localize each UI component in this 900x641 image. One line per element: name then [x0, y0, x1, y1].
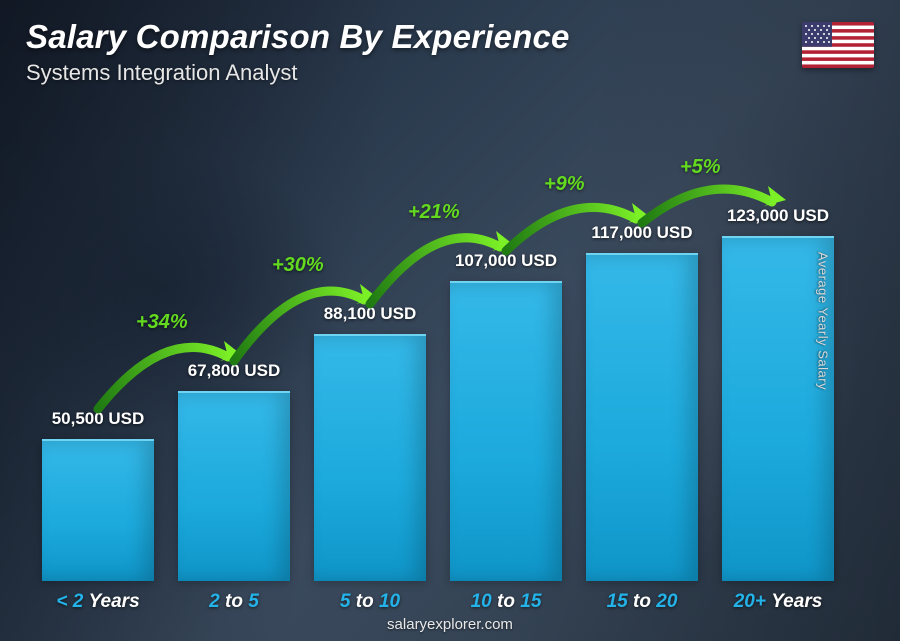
- y-axis-label: Average Yearly Salary: [815, 251, 830, 389]
- bar: [178, 391, 290, 581]
- bar-rect: [178, 391, 290, 581]
- percent-increase-label: +5%: [680, 156, 721, 179]
- x-axis-label: 2 to 5: [164, 591, 304, 613]
- value-label: 50,500 USD: [18, 409, 178, 429]
- bar-rect: [450, 281, 562, 581]
- percent-increase-label: +30%: [272, 254, 324, 277]
- percent-increase-label: +9%: [544, 173, 585, 196]
- percent-increase-label: +21%: [408, 201, 460, 224]
- x-axis-label: < 2 Years: [28, 591, 168, 613]
- value-label: 107,000 USD: [426, 251, 586, 271]
- bar-rect: [586, 253, 698, 581]
- bar: [586, 253, 698, 581]
- x-axis-label: 10 to 15: [436, 591, 576, 613]
- x-axis-label: 20+ Years: [708, 591, 848, 613]
- bar-rect: [314, 334, 426, 581]
- us-flag-icon: [802, 22, 874, 68]
- bar: [450, 281, 562, 581]
- value-label: 88,100 USD: [290, 304, 450, 324]
- chart-title: Salary Comparison By Experience: [26, 18, 570, 56]
- value-label: 67,800 USD: [154, 361, 314, 381]
- x-axis: < 2 Years2 to 55 to 1010 to 1515 to 2020…: [0, 585, 900, 613]
- salary-chart-canvas: Salary Comparison By Experience Systems …: [0, 0, 900, 641]
- value-label: 123,000 USD: [698, 206, 858, 226]
- bar-chart: 50,500 USD 67,800 USD +34% 88,100 USD +30% 10…: [0, 161, 900, 581]
- bar: [314, 334, 426, 581]
- x-axis-label: 5 to 10: [300, 591, 440, 613]
- x-axis-label: 15 to 20: [572, 591, 712, 613]
- chart-subtitle: Systems Integration Analyst: [26, 60, 297, 86]
- bar: [42, 439, 154, 581]
- bar-rect: [42, 439, 154, 581]
- value-label: 117,000 USD: [562, 223, 722, 243]
- footer-attribution: salaryexplorer.com: [0, 616, 900, 633]
- percent-increase-label: +34%: [136, 311, 188, 334]
